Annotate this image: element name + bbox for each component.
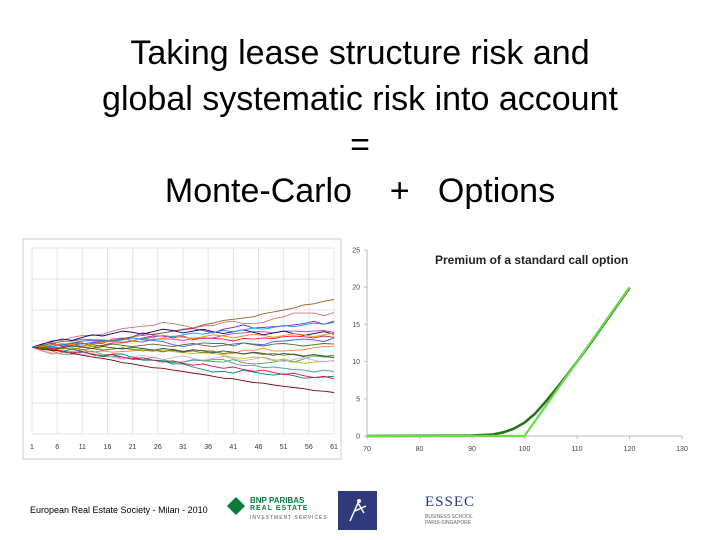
mc-path-line [31, 342, 335, 348]
title-line-2: global systematic risk into account [102, 80, 618, 118]
option-x-tick-label: 70 [363, 446, 371, 453]
bnp-logo-line1: BNP PARIBAS [250, 496, 305, 505]
essec-logo-sub: BUSINESS SCHOOL PARIS-SINGAPORE [425, 514, 473, 526]
option-chart-title: Premium of a standard call option [435, 253, 628, 267]
monte-carlo-chart: 1 6 11 16 21 26 31 36 41 46 51 56 61 [22, 238, 342, 460]
essec-logo-name: ESSEC [425, 494, 476, 510]
footer-text: European Real Estate Society - Milan - 2… [30, 505, 208, 515]
title-line-4: Monte-Carlo + Options [164, 172, 556, 210]
option-x-tick-label: 120 [624, 446, 636, 453]
option-lines [366, 286, 631, 438]
title-line-3: = [350, 126, 370, 164]
mc-x-tick-label: 11 [79, 444, 86, 451]
bnp-logo-line2: REAL ESTATE [250, 505, 309, 512]
mc-path-line [31, 346, 335, 393]
mc-x-tick-label: 21 [129, 444, 137, 451]
bnp-paribas-logo: BNP PARIBAS REAL ESTATE INVESTMENT SERVI… [226, 496, 327, 524]
mc-x-tick-label: 56 [305, 444, 313, 451]
essec-logo: ESSEC BUSINESS SCHOOL PARIS-SINGAPORE [425, 494, 485, 530]
mc-path-line [31, 337, 335, 349]
mc-path-line [31, 345, 335, 359]
mc-path-line [31, 328, 335, 348]
slide-title: Taking lease structure risk and global s… [0, 30, 720, 214]
eres-logo [338, 491, 377, 530]
option-premium-curve [366, 287, 631, 438]
title-line-1: Taking lease structure risk and [130, 34, 590, 72]
option-y-tick-label: 25 [352, 248, 360, 255]
mc-grid [31, 247, 335, 435]
eres-figure-icon [349, 499, 367, 522]
mc-path-line [31, 346, 335, 357]
mc-path-line [31, 346, 335, 363]
mc-x-tick-label: 6 [55, 444, 59, 451]
option-y-tick-label: 10 [352, 359, 360, 366]
mc-x-tick-label: 1 [30, 444, 34, 451]
mc-x-tick-label: 46 [255, 444, 263, 451]
option-payoff-line [367, 286, 631, 438]
call-option-chart: Premium of a standard call option 0 5 10 15… [352, 248, 688, 454]
mc-x-ticks: 1 6 11 16 21 26 31 36 41 46 51 56 61 [30, 444, 338, 451]
bnp-mark-icon [226, 496, 246, 516]
mc-path-line [31, 335, 335, 349]
option-x-tick-label: 80 [416, 446, 424, 453]
mc-path-line [31, 346, 335, 380]
mc-x-tick-label: 36 [204, 444, 212, 451]
mc-x-tick-label: 16 [104, 444, 112, 451]
option-x-tick-label: 90 [468, 446, 476, 453]
option-axes: 0 5 10 15 20 25 70 80 90 100 110 120 130 [352, 248, 688, 454]
option-y-tick-label: 5 [356, 396, 360, 403]
mc-x-tick-label: 61 [330, 444, 338, 451]
mc-path-line [31, 321, 335, 348]
bnp-logo-line3: INVESTMENT SERVICES [250, 515, 328, 521]
option-y-tick-label: 0 [356, 434, 360, 441]
mc-path-line [31, 332, 335, 348]
mc-x-tick-label: 51 [280, 444, 288, 451]
option-x-tick-label: 130 [676, 446, 688, 453]
mc-path-line [31, 344, 335, 373]
option-x-tick-label: 100 [519, 446, 531, 453]
mc-x-tick-label: 26 [154, 444, 162, 451]
mc-x-tick-label: 41 [229, 444, 237, 451]
mc-path-line [31, 299, 335, 348]
option-x-tick-label: 110 [571, 446, 582, 453]
mc-path-line [31, 312, 335, 348]
mc-x-tick-label: 31 [179, 444, 187, 451]
mc-paths [31, 299, 335, 393]
option-y-tick-label: 15 [352, 322, 360, 329]
option-y-tick-label: 20 [352, 285, 360, 292]
